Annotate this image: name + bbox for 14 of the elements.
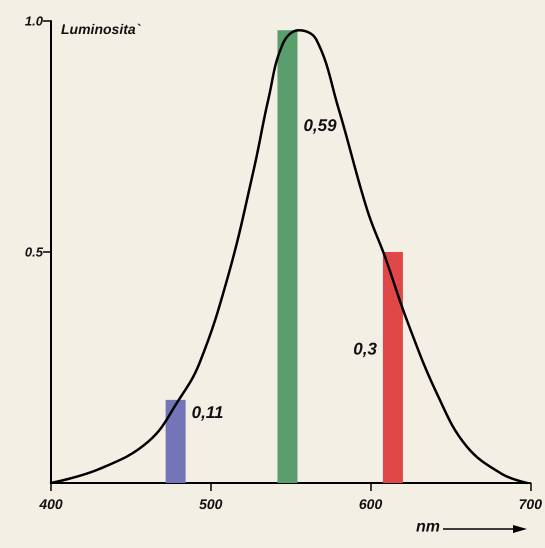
x-tick-label: 400 (38, 496, 63, 512)
y-tick-label: 1.0 (24, 14, 44, 28)
x-tick-label: 600 (358, 496, 382, 512)
y-axis-title: Luminosita` (61, 21, 142, 37)
y-tick-label: 0.5 (24, 244, 44, 260)
bar (277, 30, 298, 483)
bar (166, 400, 186, 483)
x-tick-label: 500 (199, 496, 223, 512)
annotation: 0,11 (192, 402, 224, 422)
x-tick-label: 700 (518, 496, 542, 512)
annotation: 0,59 (303, 116, 338, 135)
x-axis-title: nm (416, 518, 440, 536)
bar (382, 252, 403, 483)
annotation: 0,3 (353, 340, 378, 359)
